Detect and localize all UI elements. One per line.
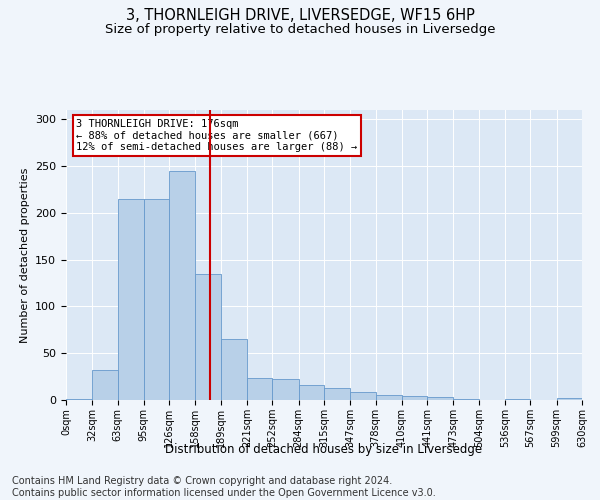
Text: Contains HM Land Registry data © Crown copyright and database right 2024.
Contai: Contains HM Land Registry data © Crown c…: [12, 476, 436, 498]
Bar: [454, 399, 479, 400]
Bar: [299, 385, 324, 400]
Bar: [221, 339, 247, 400]
Bar: [505, 399, 530, 400]
Bar: [92, 370, 118, 400]
Y-axis label: Number of detached properties: Number of detached properties: [20, 168, 29, 342]
Bar: [427, 397, 454, 400]
Bar: [557, 398, 582, 400]
Bar: [376, 396, 402, 400]
Bar: [144, 199, 169, 400]
Bar: [169, 171, 196, 400]
Bar: [118, 199, 144, 400]
Bar: [196, 274, 221, 400]
Text: Distribution of detached houses by size in Liversedge: Distribution of detached houses by size …: [166, 442, 482, 456]
Bar: [350, 392, 376, 400]
Bar: [402, 396, 427, 400]
Bar: [66, 399, 92, 400]
Text: 3, THORNLEIGH DRIVE, LIVERSEDGE, WF15 6HP: 3, THORNLEIGH DRIVE, LIVERSEDGE, WF15 6H…: [125, 8, 475, 22]
Bar: [272, 380, 299, 400]
Bar: [324, 388, 350, 400]
Text: 3 THORNLEIGH DRIVE: 176sqm
← 88% of detached houses are smaller (667)
12% of sem: 3 THORNLEIGH DRIVE: 176sqm ← 88% of deta…: [76, 118, 358, 152]
Text: Size of property relative to detached houses in Liversedge: Size of property relative to detached ho…: [105, 22, 495, 36]
Bar: [247, 378, 272, 400]
